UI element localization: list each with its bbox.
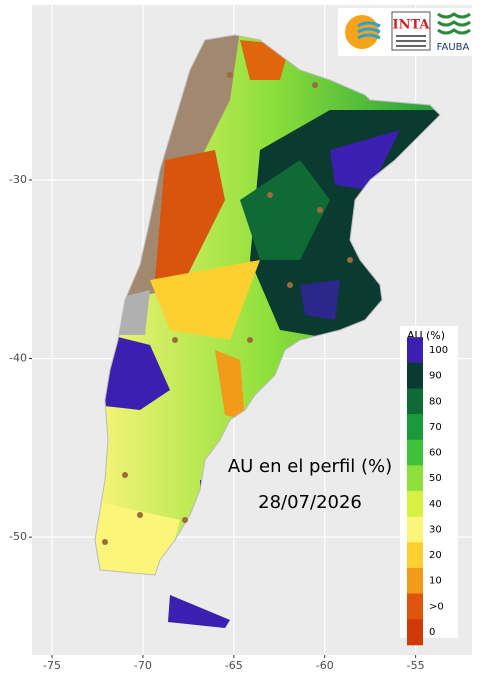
au-green — [240, 160, 330, 260]
legend-label: 30 — [429, 524, 442, 535]
logo-mark — [396, 35, 426, 47]
date: 28/07/2026 — [258, 492, 362, 513]
legend-swatch — [407, 337, 423, 364]
legend-swatch — [407, 491, 423, 518]
station — [317, 207, 323, 213]
legend-label: 60 — [429, 448, 442, 459]
annotation: AU en el perfil (%) — [228, 456, 392, 477]
logo-mark — [357, 21, 381, 40]
logos: INTA FAUBA — [338, 8, 472, 56]
legend-label: 0 — [429, 627, 435, 638]
station — [247, 337, 253, 343]
legend-swatch — [407, 388, 423, 415]
station — [312, 82, 318, 88]
station — [137, 512, 143, 518]
legend-swatch — [407, 593, 423, 620]
station — [122, 472, 128, 478]
logo-mark — [437, 12, 471, 35]
logo-mark — [391, 11, 431, 51]
legend-label: 20 — [429, 550, 442, 561]
border — [94, 34, 441, 576]
station — [102, 539, 108, 545]
legend-label: 70 — [429, 422, 442, 433]
station — [267, 192, 273, 198]
stations — [102, 72, 353, 545]
station — [347, 257, 353, 263]
logo-mark — [345, 15, 379, 49]
legend-swatch — [407, 414, 423, 441]
y-tick-label: -50 — [9, 530, 27, 543]
legend-label: >0 — [429, 601, 444, 612]
x-tick-label: -55 — [407, 659, 425, 672]
logo-text: INTA — [392, 18, 430, 33]
legend-swatch — [407, 619, 423, 646]
station — [172, 337, 178, 343]
y-tick-label: -40 — [9, 352, 27, 365]
legend-label: 40 — [429, 499, 442, 510]
au-saturated — [300, 280, 340, 320]
x-tick-label: -70 — [134, 659, 152, 672]
legend-swatch — [407, 567, 423, 595]
legend-swatch — [407, 542, 423, 569]
legend-label: 10 — [429, 576, 442, 587]
au-dry — [155, 150, 225, 280]
legend-label: 50 — [429, 473, 442, 484]
y-tick-label: -30 — [9, 173, 27, 186]
x-tick-label: -75 — [43, 659, 61, 672]
station — [287, 282, 293, 288]
x-tick-label: -65 — [225, 659, 243, 672]
legend-swatch — [407, 465, 423, 492]
legend-label: 80 — [429, 396, 442, 407]
au-low — [95, 500, 180, 575]
logo-text: FAUBA — [437, 42, 470, 53]
legend-swatch — [407, 362, 423, 389]
legend-label: 90 — [429, 371, 442, 382]
au-low — [150, 260, 260, 340]
legend-label: 100 — [429, 345, 448, 356]
legend-swatch — [407, 516, 423, 543]
au-saturated — [330, 130, 400, 190]
au-low — [215, 350, 245, 420]
legend-swatch — [407, 439, 423, 466]
station — [182, 517, 188, 523]
x-tick-label: -60 — [316, 659, 334, 672]
station — [227, 72, 233, 78]
